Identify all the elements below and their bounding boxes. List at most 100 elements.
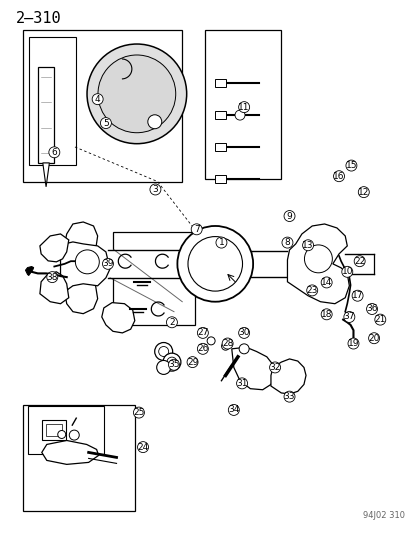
Circle shape bbox=[302, 240, 313, 251]
Circle shape bbox=[147, 115, 161, 129]
Circle shape bbox=[354, 256, 364, 266]
Text: 26: 26 bbox=[197, 344, 208, 353]
Text: 5: 5 bbox=[103, 118, 109, 127]
Polygon shape bbox=[42, 440, 98, 464]
Circle shape bbox=[163, 353, 180, 371]
Circle shape bbox=[75, 250, 99, 274]
Circle shape bbox=[347, 338, 358, 349]
Text: 9: 9 bbox=[286, 212, 292, 221]
Text: 25: 25 bbox=[133, 408, 144, 417]
Circle shape bbox=[137, 442, 148, 453]
Text: 15: 15 bbox=[345, 161, 356, 170]
Circle shape bbox=[87, 44, 186, 144]
Circle shape bbox=[341, 266, 352, 277]
Text: 7: 7 bbox=[193, 225, 199, 234]
Text: 35: 35 bbox=[168, 360, 179, 369]
Polygon shape bbox=[231, 347, 274, 390]
Bar bbox=[204, 30, 280, 179]
Circle shape bbox=[269, 362, 280, 373]
Text: 18: 18 bbox=[320, 310, 332, 319]
Text: 28: 28 bbox=[221, 339, 233, 348]
Circle shape bbox=[191, 224, 202, 235]
Text: 31: 31 bbox=[236, 379, 247, 388]
Text: 20: 20 bbox=[368, 334, 379, 343]
Bar bbox=[215, 111, 225, 119]
Text: 39: 39 bbox=[102, 260, 114, 268]
Circle shape bbox=[154, 343, 172, 360]
Circle shape bbox=[216, 237, 226, 248]
Circle shape bbox=[283, 211, 294, 222]
Text: 3: 3 bbox=[152, 185, 158, 194]
Text: 29: 29 bbox=[186, 358, 198, 367]
Text: 12: 12 bbox=[357, 188, 368, 197]
Bar bbox=[23, 405, 135, 511]
Text: 37: 37 bbox=[343, 312, 354, 321]
Bar bbox=[215, 175, 225, 183]
Polygon shape bbox=[287, 224, 349, 304]
Text: 10: 10 bbox=[341, 268, 352, 276]
Circle shape bbox=[197, 343, 208, 354]
Circle shape bbox=[366, 303, 377, 314]
Circle shape bbox=[197, 327, 208, 338]
Circle shape bbox=[222, 338, 233, 349]
Circle shape bbox=[304, 245, 332, 273]
Text: 16: 16 bbox=[332, 172, 344, 181]
Circle shape bbox=[357, 187, 368, 198]
Circle shape bbox=[351, 290, 362, 301]
Bar bbox=[38, 67, 54, 163]
Polygon shape bbox=[40, 272, 69, 304]
Circle shape bbox=[235, 110, 244, 120]
Text: 14: 14 bbox=[320, 278, 332, 287]
Circle shape bbox=[320, 309, 331, 320]
Text: 33: 33 bbox=[283, 392, 294, 401]
Circle shape bbox=[239, 344, 249, 354]
Circle shape bbox=[187, 357, 197, 368]
Text: 32: 32 bbox=[269, 363, 280, 372]
Circle shape bbox=[158, 346, 168, 357]
Text: 36: 36 bbox=[366, 304, 377, 313]
Text: 1: 1 bbox=[218, 238, 224, 247]
Text: 17: 17 bbox=[351, 291, 363, 300]
Circle shape bbox=[69, 430, 79, 440]
Circle shape bbox=[368, 333, 379, 344]
Circle shape bbox=[345, 160, 356, 171]
Text: 6: 6 bbox=[51, 148, 57, 157]
Polygon shape bbox=[64, 222, 97, 254]
Circle shape bbox=[102, 259, 113, 269]
Circle shape bbox=[47, 272, 57, 282]
Polygon shape bbox=[25, 266, 33, 276]
Text: 22: 22 bbox=[353, 257, 364, 265]
Bar bbox=[28, 37, 76, 165]
Text: 21: 21 bbox=[374, 315, 385, 324]
Text: 30: 30 bbox=[238, 328, 249, 337]
Circle shape bbox=[150, 184, 161, 195]
Circle shape bbox=[92, 94, 103, 104]
Polygon shape bbox=[270, 359, 305, 394]
Text: 11: 11 bbox=[238, 103, 249, 111]
Text: 24: 24 bbox=[137, 442, 148, 451]
Text: 27: 27 bbox=[197, 328, 208, 337]
Bar bbox=[42, 420, 66, 440]
Circle shape bbox=[133, 407, 144, 418]
Circle shape bbox=[320, 277, 331, 288]
Circle shape bbox=[221, 342, 229, 350]
Bar bbox=[215, 143, 225, 151]
Text: 13: 13 bbox=[301, 241, 313, 250]
Text: 4: 4 bbox=[95, 95, 100, 103]
Circle shape bbox=[168, 359, 179, 370]
Circle shape bbox=[100, 118, 111, 128]
Text: 94J02 310: 94J02 310 bbox=[363, 511, 404, 520]
Bar bbox=[215, 79, 225, 87]
Circle shape bbox=[166, 317, 177, 328]
Polygon shape bbox=[43, 163, 49, 187]
Bar bbox=[113, 232, 195, 325]
Circle shape bbox=[49, 147, 59, 158]
Circle shape bbox=[238, 102, 249, 112]
Circle shape bbox=[177, 226, 252, 302]
Circle shape bbox=[236, 378, 247, 389]
Text: 2–310: 2–310 bbox=[16, 11, 61, 26]
Circle shape bbox=[283, 391, 294, 402]
Circle shape bbox=[333, 171, 344, 182]
Bar bbox=[46, 424, 62, 436]
Circle shape bbox=[166, 357, 176, 367]
